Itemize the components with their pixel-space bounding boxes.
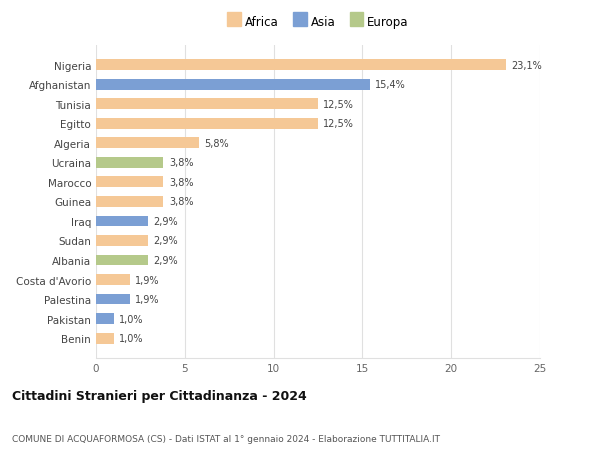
Text: 3,8%: 3,8%	[169, 178, 193, 187]
Bar	[96, 118, 318, 129]
Text: 5,8%: 5,8%	[205, 139, 229, 148]
Text: 3,8%: 3,8%	[169, 158, 193, 168]
Bar	[96, 177, 163, 188]
Text: 12,5%: 12,5%	[323, 119, 354, 129]
Legend: Africa, Asia, Europa: Africa, Asia, Europa	[223, 11, 413, 34]
Text: Cittadini Stranieri per Cittadinanza - 2024: Cittadini Stranieri per Cittadinanza - 2…	[12, 389, 307, 403]
Bar	[96, 333, 114, 344]
Text: 2,9%: 2,9%	[153, 217, 178, 226]
Text: 15,4%: 15,4%	[375, 80, 406, 90]
Bar	[96, 216, 148, 227]
Bar	[96, 274, 130, 285]
Bar	[96, 99, 318, 110]
Bar	[96, 255, 148, 266]
Bar	[96, 138, 199, 149]
Text: 1,0%: 1,0%	[119, 334, 143, 343]
Text: 1,9%: 1,9%	[135, 295, 160, 304]
Text: 12,5%: 12,5%	[323, 100, 354, 109]
Text: 3,8%: 3,8%	[169, 197, 193, 207]
Bar	[96, 196, 163, 207]
Text: COMUNE DI ACQUAFORMOSA (CS) - Dati ISTAT al 1° gennaio 2024 - Elaborazione TUTTI: COMUNE DI ACQUAFORMOSA (CS) - Dati ISTAT…	[12, 434, 440, 442]
Bar	[96, 157, 163, 168]
Bar	[96, 313, 114, 325]
Text: 1,9%: 1,9%	[135, 275, 160, 285]
Text: 23,1%: 23,1%	[512, 61, 542, 70]
Bar	[96, 60, 506, 71]
Bar	[96, 79, 370, 90]
Text: 2,9%: 2,9%	[153, 256, 178, 265]
Text: 1,0%: 1,0%	[119, 314, 143, 324]
Text: 2,9%: 2,9%	[153, 236, 178, 246]
Bar	[96, 235, 148, 246]
Bar	[96, 294, 130, 305]
